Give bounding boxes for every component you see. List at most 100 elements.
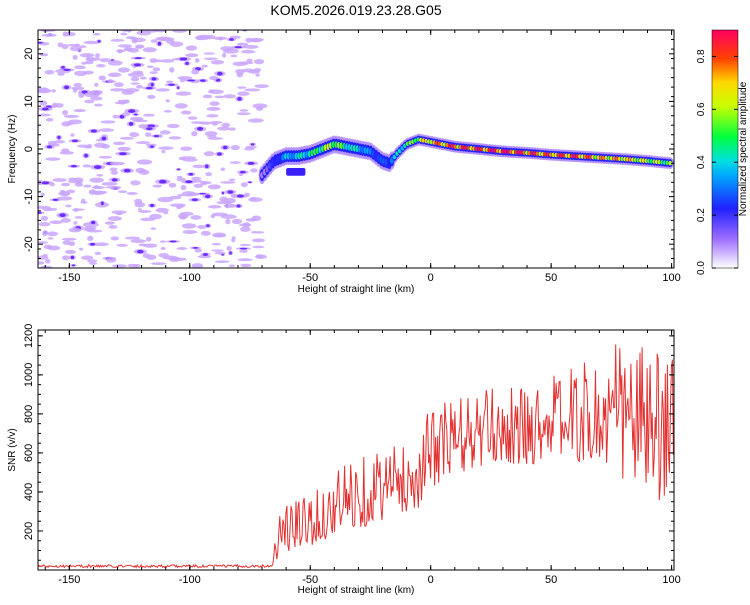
noise-blob bbox=[146, 254, 157, 260]
noise-blob bbox=[124, 236, 141, 240]
noise-blob bbox=[89, 262, 98, 265]
noise-blob bbox=[211, 249, 224, 252]
spectrogram-y-tick-label: -20 bbox=[23, 236, 35, 252]
noise-blob bbox=[98, 75, 107, 81]
noise-blob-core bbox=[128, 121, 134, 126]
noise-blob bbox=[181, 191, 196, 197]
noise-blob bbox=[86, 229, 103, 233]
noise-blob-core bbox=[237, 96, 242, 101]
noise-blob bbox=[73, 207, 79, 212]
noise-blob bbox=[232, 61, 248, 67]
noise-blob bbox=[92, 32, 101, 36]
noise-blob-core bbox=[250, 143, 255, 146]
noise-blob bbox=[174, 103, 188, 109]
noise-blob-core bbox=[64, 85, 69, 90]
noise-blob bbox=[228, 264, 235, 268]
noise-blob bbox=[246, 58, 253, 63]
noise-blob bbox=[79, 45, 87, 48]
noise-blob bbox=[214, 260, 230, 263]
noise-blob-core bbox=[150, 145, 154, 148]
figure-title: KOM5.2026.019.23.28.G05 bbox=[270, 2, 441, 18]
noise-blob bbox=[253, 58, 265, 65]
noise-blob bbox=[165, 99, 170, 103]
noise-blob bbox=[245, 37, 253, 43]
noise-blob bbox=[247, 118, 264, 123]
noise-blob bbox=[83, 40, 100, 45]
noise-blob bbox=[203, 52, 215, 55]
snr-panel: -150 -100 -50 0 50 100 200 400 600 800 1000 1200 H… bbox=[7, 324, 681, 596]
noise-blob bbox=[193, 183, 204, 188]
noise-blob bbox=[53, 140, 66, 144]
noise-blob bbox=[250, 231, 258, 234]
noise-blob bbox=[190, 215, 202, 220]
noise-blob bbox=[194, 248, 202, 253]
snr-frame bbox=[37, 329, 675, 571]
noise-blob bbox=[236, 112, 251, 116]
noise-blob-core bbox=[133, 113, 138, 116]
noise-blob bbox=[105, 257, 117, 263]
noise-blob bbox=[38, 205, 47, 209]
noise-blob bbox=[88, 189, 97, 195]
noise-blob bbox=[81, 255, 94, 260]
noise-blob bbox=[67, 119, 83, 125]
noise-blob bbox=[108, 225, 118, 229]
snr-y-tick-label: 800 bbox=[23, 405, 35, 423]
noise-blob bbox=[61, 255, 70, 261]
noise-blob bbox=[160, 59, 175, 63]
noise-blob bbox=[220, 181, 236, 184]
noise-blob bbox=[205, 172, 213, 177]
noise-blob-core bbox=[187, 79, 196, 82]
noise-blob bbox=[239, 243, 251, 247]
noise-blob-core bbox=[192, 246, 199, 249]
noise-blob bbox=[250, 168, 258, 173]
noise-blob-core bbox=[41, 107, 49, 111]
noise-blob bbox=[252, 245, 265, 249]
noise-blob bbox=[70, 133, 75, 137]
noise-blob bbox=[182, 230, 198, 235]
noise-blob bbox=[206, 114, 219, 118]
noise-blob-core bbox=[191, 198, 198, 202]
noise-blob bbox=[68, 227, 82, 233]
noise-blob bbox=[63, 114, 80, 118]
noise-blob bbox=[240, 49, 256, 54]
noise-blob-core bbox=[41, 181, 50, 185]
noise-blob bbox=[242, 44, 259, 49]
snr-x-tick-label: 0 bbox=[428, 574, 434, 586]
noise-blob bbox=[49, 182, 55, 187]
noise-blob-core bbox=[111, 178, 118, 182]
noise-blob bbox=[56, 196, 73, 201]
noise-blob bbox=[172, 30, 187, 33]
noise-blob bbox=[157, 196, 174, 203]
noise-blob bbox=[123, 88, 140, 93]
noise-blob bbox=[150, 262, 167, 266]
noise-blob bbox=[200, 230, 211, 236]
noise-blob bbox=[107, 72, 122, 77]
noise-blob bbox=[220, 167, 225, 172]
noise-blob bbox=[180, 110, 192, 115]
noise-blob bbox=[105, 185, 122, 189]
spectrogram-y-tick-label: -10 bbox=[23, 189, 35, 205]
snr-x-tick-label: 50 bbox=[545, 574, 557, 586]
noise-blob bbox=[79, 247, 84, 251]
spectrogram-y-tick-label: 20 bbox=[23, 48, 35, 60]
noise-blob bbox=[76, 180, 81, 185]
noise-blob bbox=[212, 232, 227, 238]
noise-blob bbox=[213, 36, 228, 41]
spectrogram-y-tick-label: 0 bbox=[23, 146, 35, 152]
noise-blob bbox=[206, 106, 221, 111]
noise-blob bbox=[191, 131, 198, 137]
noise-blob bbox=[40, 215, 49, 221]
noise-blob bbox=[61, 182, 71, 187]
noise-blob bbox=[240, 182, 248, 188]
noise-blob-core bbox=[157, 41, 162, 46]
noise-blob bbox=[191, 69, 200, 75]
noise-blob bbox=[41, 33, 57, 37]
noise-blob bbox=[180, 146, 193, 151]
noise-blob bbox=[93, 242, 110, 247]
noise-blob bbox=[145, 132, 152, 137]
noise-blob bbox=[210, 214, 216, 219]
noise-blob bbox=[168, 136, 182, 140]
noise-blob bbox=[85, 55, 90, 58]
noise-blob bbox=[65, 204, 72, 208]
noise-blob-core bbox=[46, 145, 53, 149]
